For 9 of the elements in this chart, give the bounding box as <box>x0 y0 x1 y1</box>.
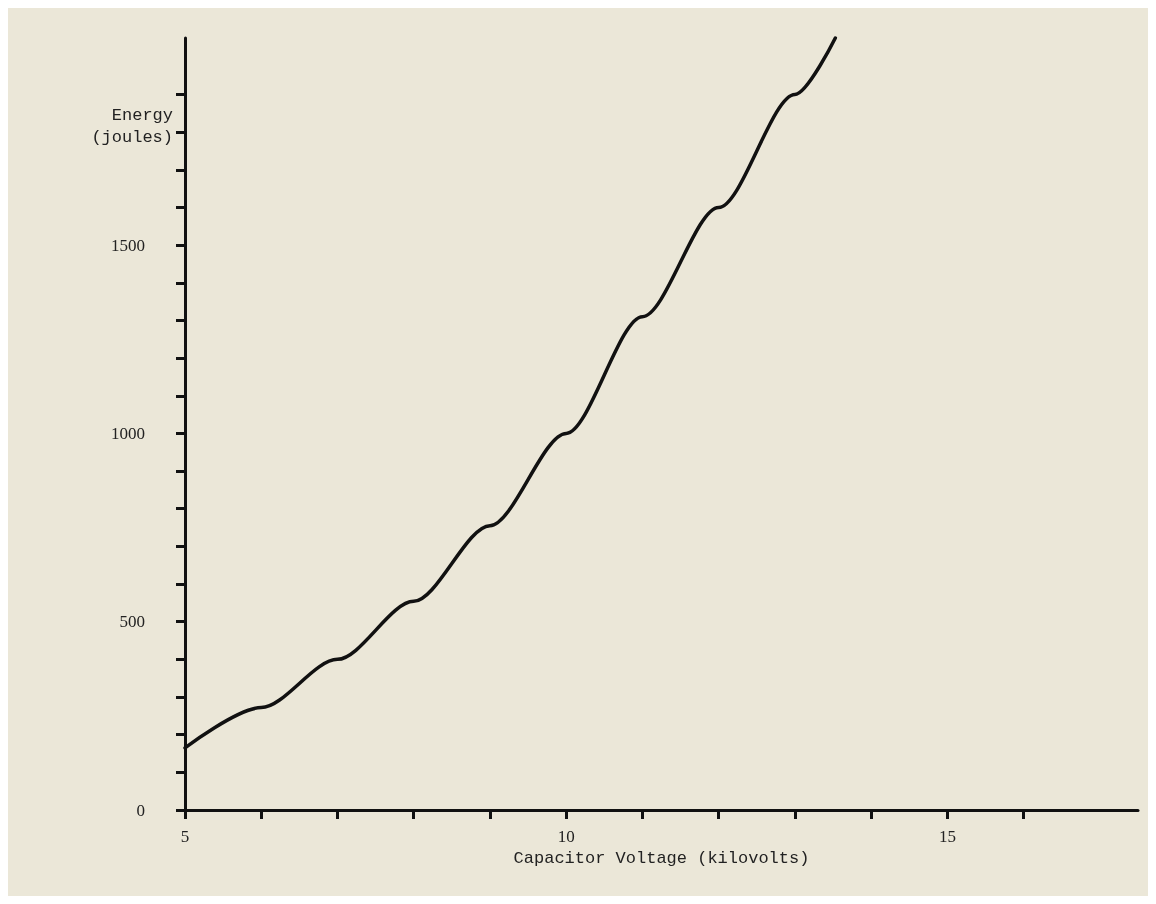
y-tick-label: 1500 <box>111 235 145 255</box>
x-tick-label: 10 <box>557 827 575 846</box>
y-tick-label: 1000 <box>111 423 145 443</box>
x-tick-label: 15 <box>938 827 956 846</box>
x-axis-title: Capacitor Voltage (kilovolts) <box>513 848 810 868</box>
y-tick-label: 0 <box>136 800 145 820</box>
x-tick-label: 5 <box>180 827 190 846</box>
y-tick-label: 500 <box>119 612 145 632</box>
y-axis-title: Energy (joules) <box>91 105 173 147</box>
